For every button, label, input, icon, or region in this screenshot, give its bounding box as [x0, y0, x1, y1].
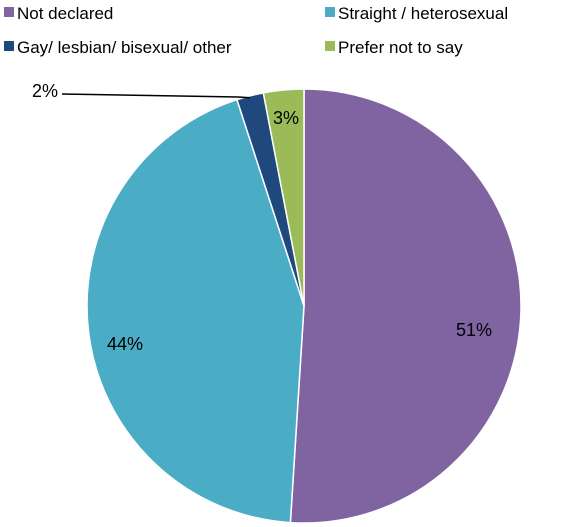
legend-label: Prefer not to say	[338, 38, 463, 57]
data-label-not-declared: 51%	[456, 320, 492, 340]
legend-label: Straight / heterosexual	[338, 4, 508, 23]
pie-slices	[87, 89, 521, 523]
legend-swatch	[325, 7, 335, 17]
data-label-gay-lesbian-bisexual-other: 2%	[32, 81, 58, 101]
legend-item-prefer-not-to-say: Prefer not to say	[325, 38, 463, 57]
legend-item-straight-heterosexual: Straight / heterosexual	[325, 4, 508, 23]
legend-item-gay-lesbian-bisexual-other: Gay/ lesbian/ bisexual/ other	[4, 38, 232, 57]
legend-item-not-declared: Not declared	[4, 4, 113, 23]
leader-line	[62, 94, 250, 98]
data-label-straight-heterosexual: 44%	[107, 334, 143, 354]
slice-not-declared	[290, 89, 521, 523]
legend-swatch	[4, 7, 14, 17]
legend-label: Not declared	[17, 4, 113, 23]
chart-legend: Not declared Straight / heterosexual Gay/ …	[4, 4, 508, 57]
data-label-prefer-not-to-say: 3%	[273, 108, 299, 128]
legend-swatch	[325, 41, 335, 51]
legend-label: Gay/ lesbian/ bisexual/ other	[17, 38, 232, 57]
legend-swatch	[4, 41, 14, 51]
